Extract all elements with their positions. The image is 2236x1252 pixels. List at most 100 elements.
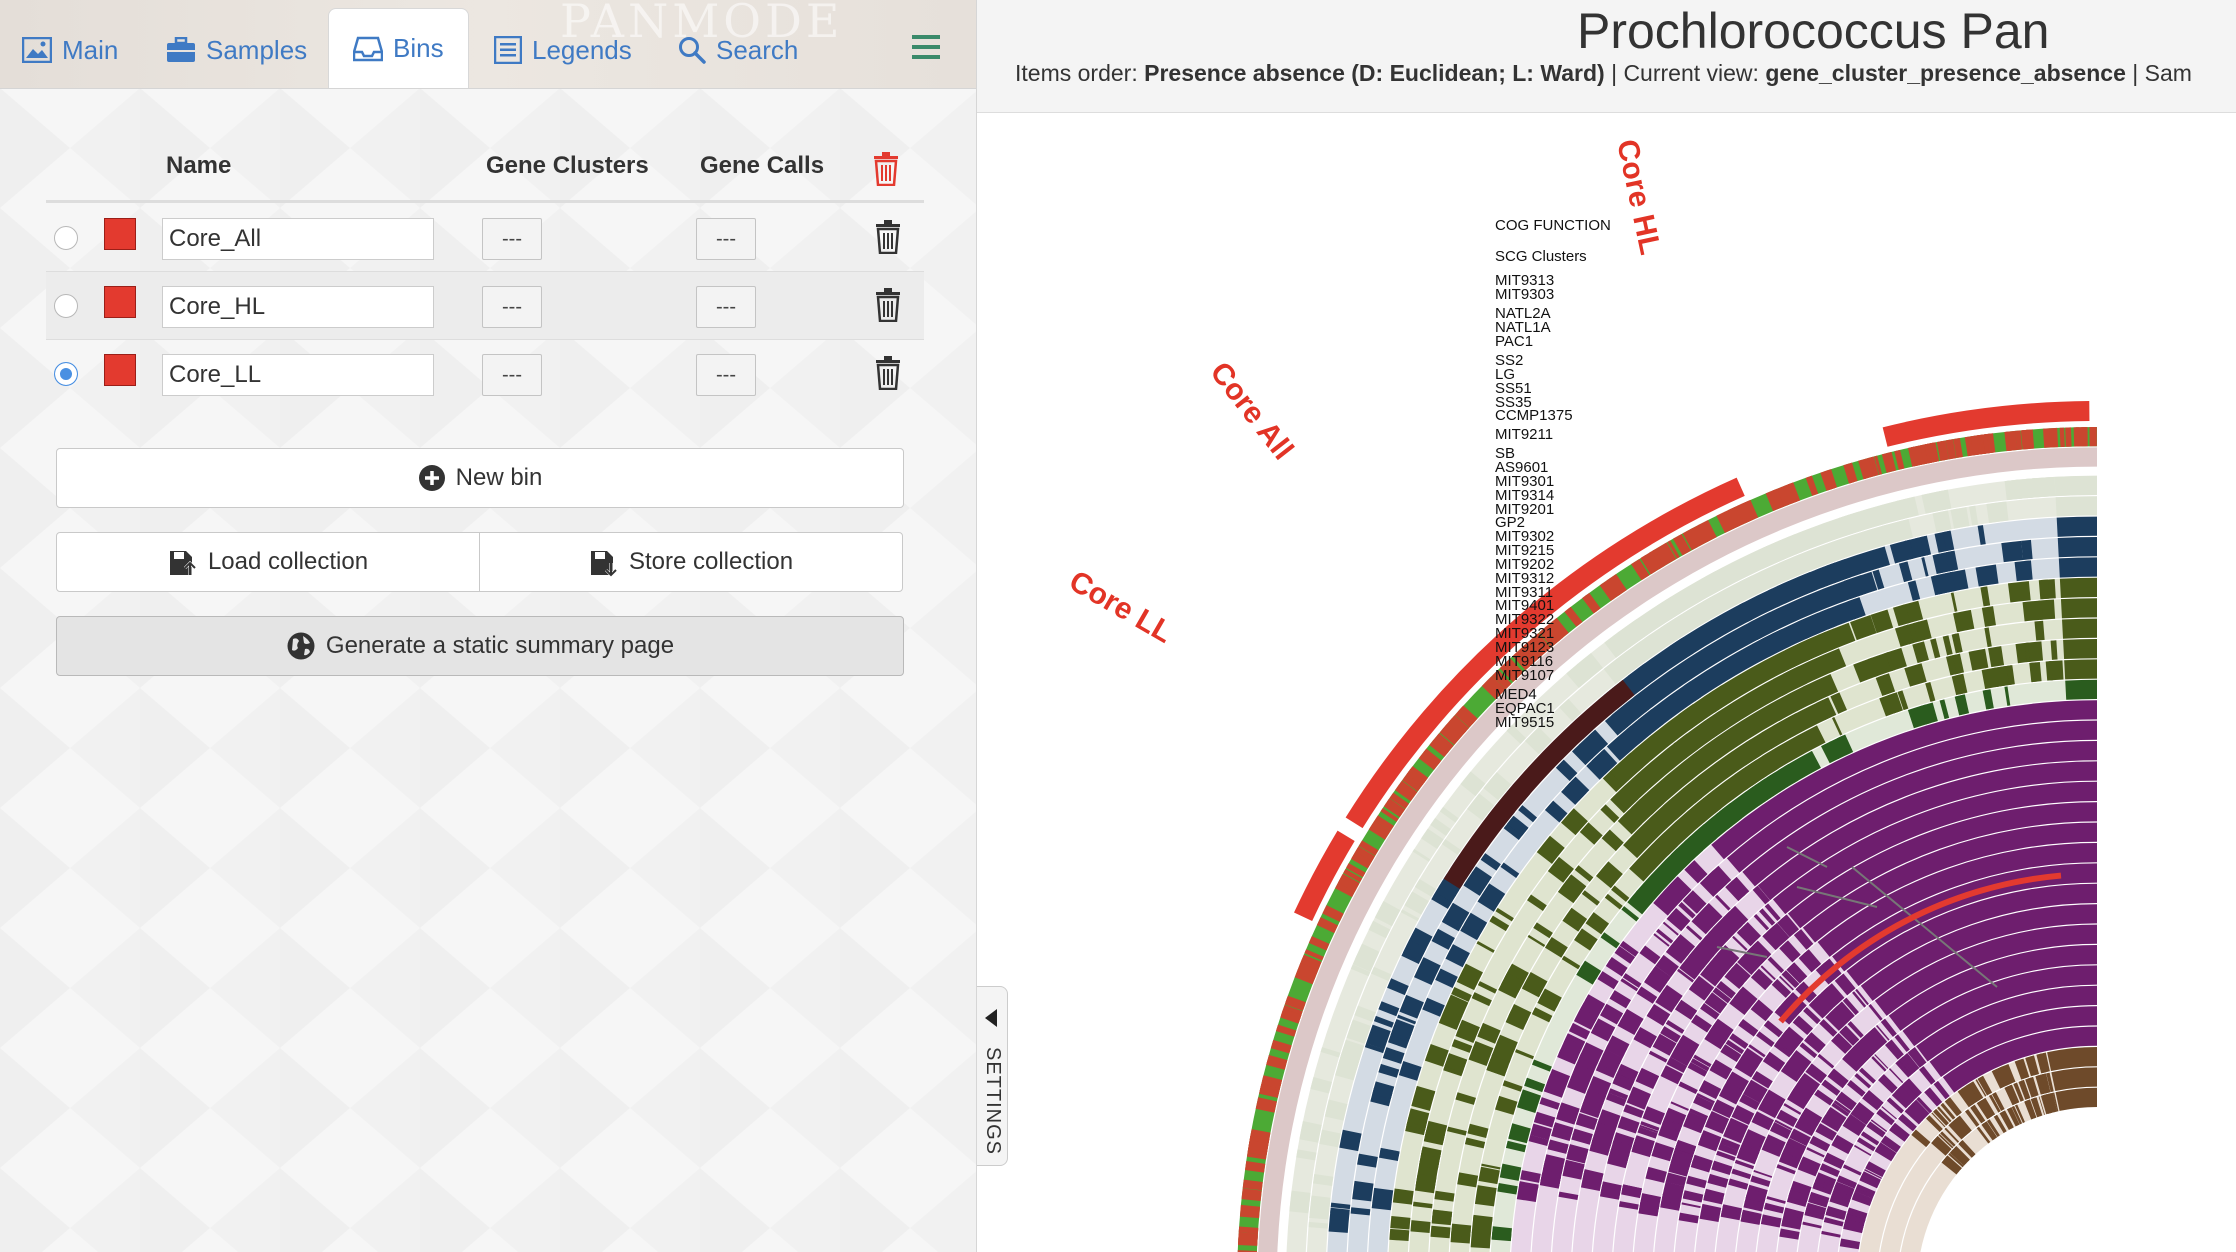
- bin-color-swatch[interactable]: [104, 218, 136, 250]
- tab-bins[interactable]: Bins: [328, 8, 469, 88]
- genome-stripe: [2006, 665, 2015, 685]
- hamburger-menu-icon[interactable]: [912, 34, 940, 60]
- layer-label: GP2: [1495, 514, 1525, 531]
- bins-panel: PANMODE Main Samples Bins: [0, 0, 976, 1252]
- genome-stripe: [2014, 560, 2032, 582]
- genome-stripe: [1644, 972, 1667, 992]
- genome-stripe: [1832, 1068, 1849, 1083]
- genome-stripe: [1390, 1215, 1411, 1228]
- genome-stripe: [1821, 1230, 1841, 1238]
- genome-stripe: [2038, 1096, 2045, 1115]
- store-collection-label: Store collection: [628, 548, 794, 575]
- genome-stripe: [1610, 796, 1628, 814]
- bin-name-input[interactable]: Core_HL: [162, 286, 434, 328]
- genome-stripe: [1595, 861, 1623, 889]
- genome-core-band: [1787, 802, 2097, 929]
- genome-stripe: [1661, 1119, 1682, 1132]
- pangenome-circle-plot[interactable]: Core HL Core All Core LL COG FUNCTION SCG Cl…: [977, 112, 2236, 1252]
- store-collection-button[interactable]: Store collection: [479, 532, 903, 592]
- trash-icon[interactable]: [874, 220, 902, 254]
- genome-stripe: [1904, 663, 1927, 687]
- genome-stripe: [1400, 909, 1420, 922]
- header-gene-calls: Gene Calls: [700, 152, 825, 179]
- gene-clusters-count[interactable]: ---: [482, 218, 542, 260]
- trash-icon[interactable]: [874, 356, 902, 390]
- genome-stripe: [1638, 1200, 1660, 1216]
- genome-stripe: [1352, 943, 1380, 972]
- genome-stripe: [1856, 1038, 1875, 1058]
- bin-select-radio[interactable]: [54, 294, 78, 318]
- genome-stripe: [1471, 992, 1492, 1007]
- cog-stripe: [1512, 648, 1535, 671]
- genome-stripe: [1911, 1099, 1930, 1118]
- tab-samples[interactable]: Samples: [166, 14, 307, 86]
- layer-label: MIT9314: [1495, 487, 1554, 504]
- genome-stripe: [1756, 1031, 1775, 1048]
- delete-all-bins-icon[interactable]: [872, 152, 900, 186]
- tab-search[interactable]: Search: [678, 14, 798, 86]
- gene-calls-count[interactable]: ---: [696, 286, 756, 328]
- gene-calls-count[interactable]: ---: [696, 354, 756, 396]
- gene-clusters-count[interactable]: ---: [482, 354, 542, 396]
- bin-color-swatch[interactable]: [104, 286, 136, 318]
- items-order-label: Items order:: [1015, 60, 1138, 86]
- genome-stripe: [1891, 1090, 1911, 1109]
- layer-label: MIT9211: [1495, 426, 1553, 443]
- genome-core-band: [2054, 475, 2097, 497]
- genome-stripe: [1611, 885, 1630, 902]
- genome-stripe: [1865, 1161, 1886, 1178]
- genome-stripe: [1808, 1194, 1829, 1208]
- genome-stripe: [1467, 1123, 1489, 1138]
- settings-toggle[interactable]: SETTINGS: [977, 986, 1008, 1166]
- generate-summary-button[interactable]: Generate a static summary page: [56, 616, 904, 676]
- genome-stripe: [1600, 1005, 1623, 1025]
- bin-name-input[interactable]: Core_LL: [162, 354, 434, 396]
- genome-stripe: [1662, 1181, 1685, 1200]
- bin-name-input[interactable]: Core_All: [162, 218, 434, 260]
- genome-stripe: [1876, 1142, 1897, 1159]
- genome-stripe: [1720, 1045, 1741, 1063]
- genome-stripe: [1660, 1065, 1683, 1085]
- bin-color-swatch[interactable]: [104, 354, 136, 386]
- genome-stripe: [1734, 1065, 1753, 1078]
- tab-main[interactable]: Main: [22, 14, 118, 86]
- genome-stripe: [1941, 1158, 1960, 1175]
- genome-stripe: [1711, 1018, 1734, 1040]
- genome-stripe: [1792, 1085, 1812, 1101]
- bin-select-radio[interactable]: [54, 226, 78, 250]
- genome-core-band: [1832, 863, 2097, 972]
- genome-stripe: [1893, 604, 1911, 627]
- genome-stripe: [1803, 951, 1819, 969]
- genome-stripe: [1579, 822, 1603, 845]
- new-bin-button[interactable]: New bin: [56, 448, 904, 508]
- genome-stripe: [2004, 686, 2011, 706]
- cog-stripe: [1910, 445, 1925, 467]
- trash-icon[interactable]: [874, 288, 902, 322]
- genome-stripe: [1820, 741, 1840, 764]
- genome-stripe: [1463, 870, 1490, 896]
- layer-label: SS2: [1495, 352, 1523, 369]
- genome-stripe: [1572, 743, 1594, 766]
- genome-stripe: [1565, 1161, 1585, 1169]
- tab-legends[interactable]: Legends: [494, 14, 632, 86]
- genome-stripe: [1794, 931, 1811, 950]
- genome-stripe: [1495, 1095, 1518, 1115]
- genome-stripe: [1714, 894, 1731, 911]
- genome-stripe: [1639, 1124, 1659, 1134]
- load-collection-button[interactable]: Load collection: [56, 532, 480, 592]
- genome-stripe: [1531, 1007, 1553, 1023]
- genome-stripe: [1771, 978, 1792, 998]
- genome-core-band: [1726, 720, 2097, 873]
- genome-stripe: [1497, 1187, 1518, 1193]
- cog-stripe: [1739, 502, 1754, 523]
- gene-calls-count[interactable]: ---: [696, 218, 756, 260]
- layer-label: MIT9312: [1495, 570, 1554, 587]
- gene-clusters-count[interactable]: ---: [482, 286, 542, 328]
- bin-select-radio[interactable]: [54, 362, 78, 386]
- genome-stripe: [1895, 1060, 1911, 1078]
- cog-stripe: [1486, 675, 1506, 695]
- cog-stripe: [1451, 715, 1470, 732]
- cog-stripe: [1454, 706, 1477, 728]
- genome-stripe: [1843, 1050, 1864, 1071]
- genome-stripe: [1580, 994, 1605, 1018]
